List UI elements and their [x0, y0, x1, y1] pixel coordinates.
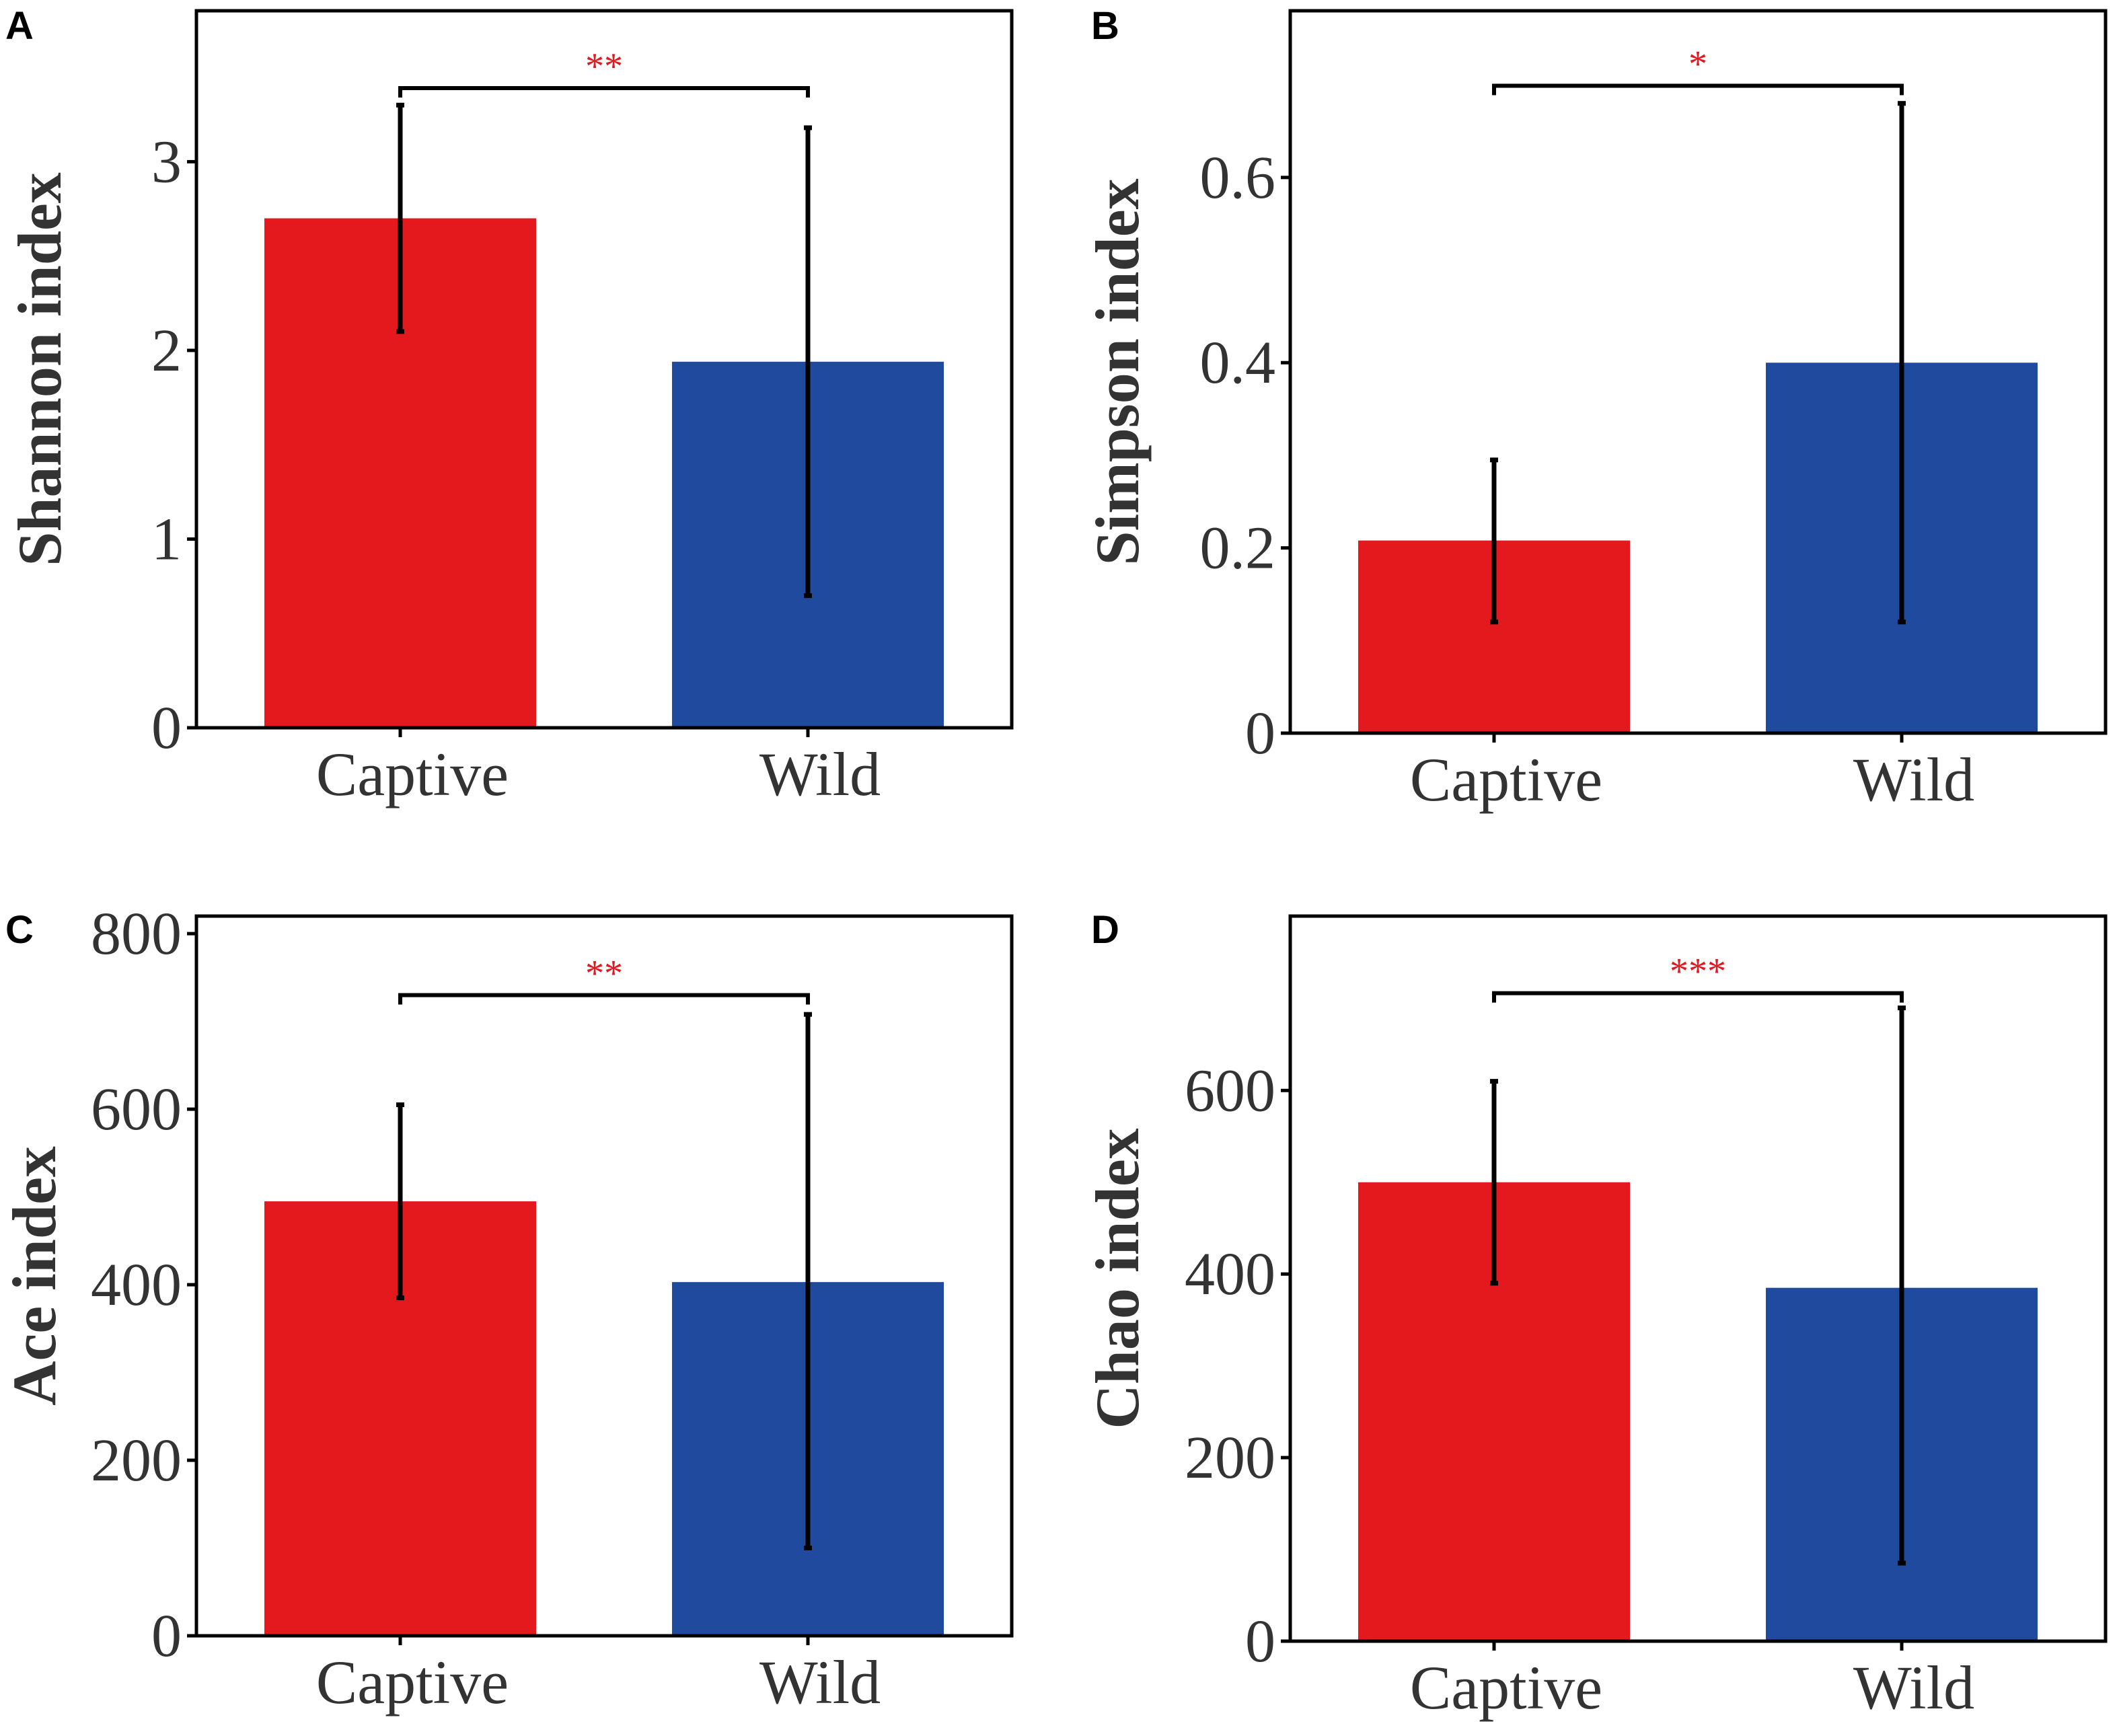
y-tick-label: 0 [151, 695, 182, 761]
y-axis-label: Shannon index [5, 172, 74, 566]
y-axis-label: Simpson index [1083, 178, 1152, 565]
y-tick-label: 0.4 [1200, 330, 1276, 396]
y-tick-label: 400 [91, 1252, 182, 1318]
x-tick-label-wild: Wild [1853, 745, 1974, 814]
y-axis-label: Ace index [0, 1146, 69, 1406]
y-axis-label: Chao index [1083, 1128, 1152, 1429]
x-tick-label-wild: Wild [1853, 1653, 1974, 1722]
y-tick-label: 800 [91, 901, 182, 967]
plot-frame [194, 914, 1014, 1638]
significance-label: ** [585, 46, 623, 87]
x-tick-label-wild: Wild [759, 1648, 881, 1716]
y-tick-label: 0 [151, 1603, 182, 1669]
x-tick-label-captive: Captive [1410, 745, 1602, 814]
plot-frame [1288, 914, 2108, 1643]
y-tick-label: 2 [151, 317, 182, 384]
x-tick-label-captive: Captive [316, 1648, 509, 1716]
y-tick-label: 0.6 [1200, 145, 1276, 211]
panel-c: C ** 0 200 400 600 800 Captive Wild Ace index [0, 901, 1014, 1716]
significance-bracket [1492, 991, 1904, 1003]
y-tick-label: 0.2 [1200, 515, 1276, 582]
y-tick-label: 200 [91, 1427, 182, 1494]
panel-letter: D [1091, 908, 1119, 952]
x-tick-label-captive: Captive [1410, 1653, 1602, 1722]
y-tick-label: 0 [1245, 700, 1275, 767]
y-tick-label: 200 [1185, 1425, 1275, 1491]
significance-label: * [1688, 44, 1707, 85]
y-tick-label: 0 [1245, 1608, 1275, 1675]
panel-letter: B [1091, 4, 1119, 48]
y-tick-label: 600 [1185, 1057, 1275, 1124]
significance-bracket [398, 86, 810, 98]
x-tick-label-wild: Wild [759, 740, 881, 808]
y-tick-label: 400 [1185, 1241, 1275, 1308]
panel-letter: A [5, 4, 34, 48]
x-tick-label-captive: Captive [316, 740, 509, 808]
panel-letter: C [5, 908, 34, 952]
significance-bracket [398, 993, 810, 1005]
significance-label: *** [1670, 951, 1726, 993]
significance-bracket [1492, 83, 1904, 96]
plot-frame [194, 9, 1014, 730]
panel-d: D *** 0 200 400 600 Captive Wild Chao index [1083, 908, 2108, 1722]
panel-b: B * 0 0.2 0.4 0.6 Captive Wild Simpson index [1083, 4, 2108, 814]
plot-frame [1288, 9, 2108, 735]
panel-a: A ** 0 1 2 3 Captive Wild Shannon index [5, 4, 1014, 808]
significance-label: ** [585, 952, 623, 994]
y-tick-label: 600 [91, 1076, 182, 1143]
y-tick-label: 3 [151, 128, 182, 195]
y-tick-label: 1 [151, 506, 182, 572]
